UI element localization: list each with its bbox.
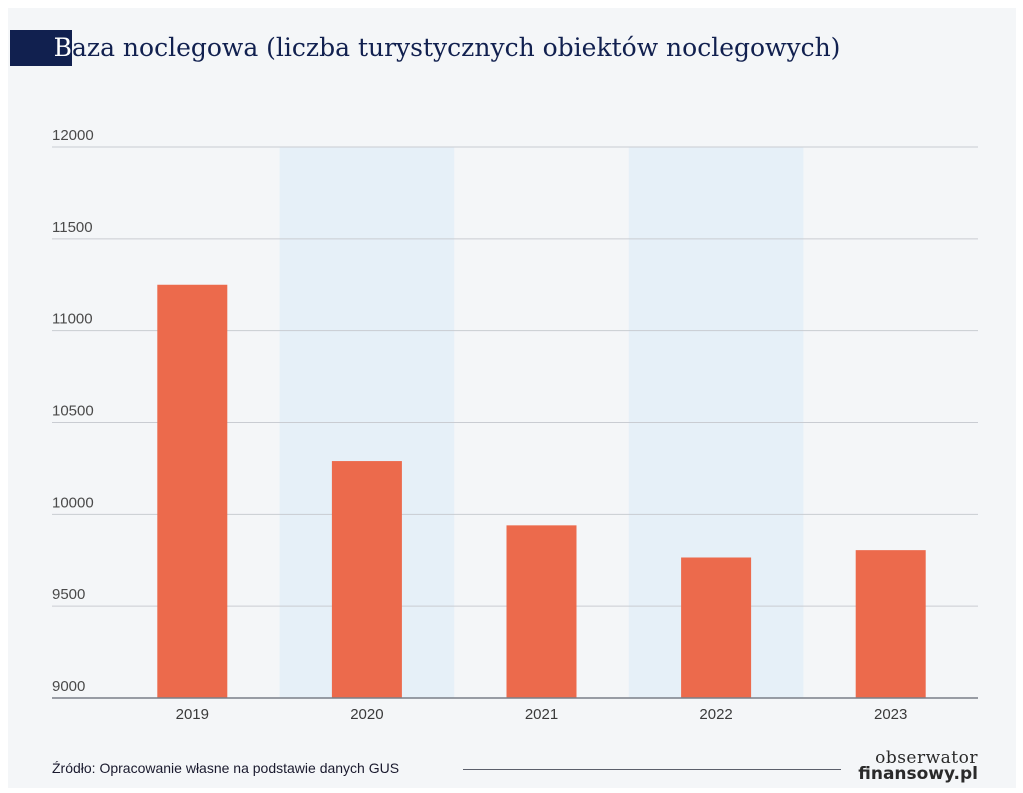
x-tick-label-2022: 2022 [699, 706, 732, 723]
source-divider [463, 769, 841, 770]
bar-2021 [506, 525, 577, 698]
title-accent-block: B [10, 30, 72, 66]
x-tick-label-2019: 2019 [176, 706, 209, 723]
x-tick-label-2020: 2020 [350, 706, 383, 723]
logo-top-text: obserwator [875, 748, 978, 768]
y-tick-label-9000: 9000 [52, 678, 85, 695]
y-tick-label-10500: 10500 [52, 403, 94, 420]
y-tick-label-11500: 11500 [52, 219, 93, 236]
bar-2022 [681, 557, 752, 698]
y-tick-label-11000: 11000 [52, 311, 93, 328]
y-tick-label-12000: 12000 [52, 127, 94, 144]
bar-2019 [157, 284, 228, 698]
publisher-logo: obserwator finansowy.pl [856, 748, 986, 788]
source-note: Źródło: Opracowanie własne na podstawie … [52, 760, 400, 776]
x-tick-label-2023: 2023 [874, 706, 907, 723]
y-tick-label-9500: 9500 [52, 586, 85, 603]
logo-bottom-text: finansowy.pl [858, 764, 978, 784]
title-first-letter: B [53, 33, 72, 62]
x-tick-label-2021: 2021 [525, 706, 558, 723]
bar-2020 [331, 461, 402, 698]
y-tick-label-10000: 10000 [52, 494, 94, 511]
chart-title: B aza noclegowa (liczba turystycznych ob… [10, 30, 840, 66]
bar-2023 [855, 550, 926, 698]
title-text: aza noclegowa (liczba turystycznych obie… [72, 33, 841, 62]
